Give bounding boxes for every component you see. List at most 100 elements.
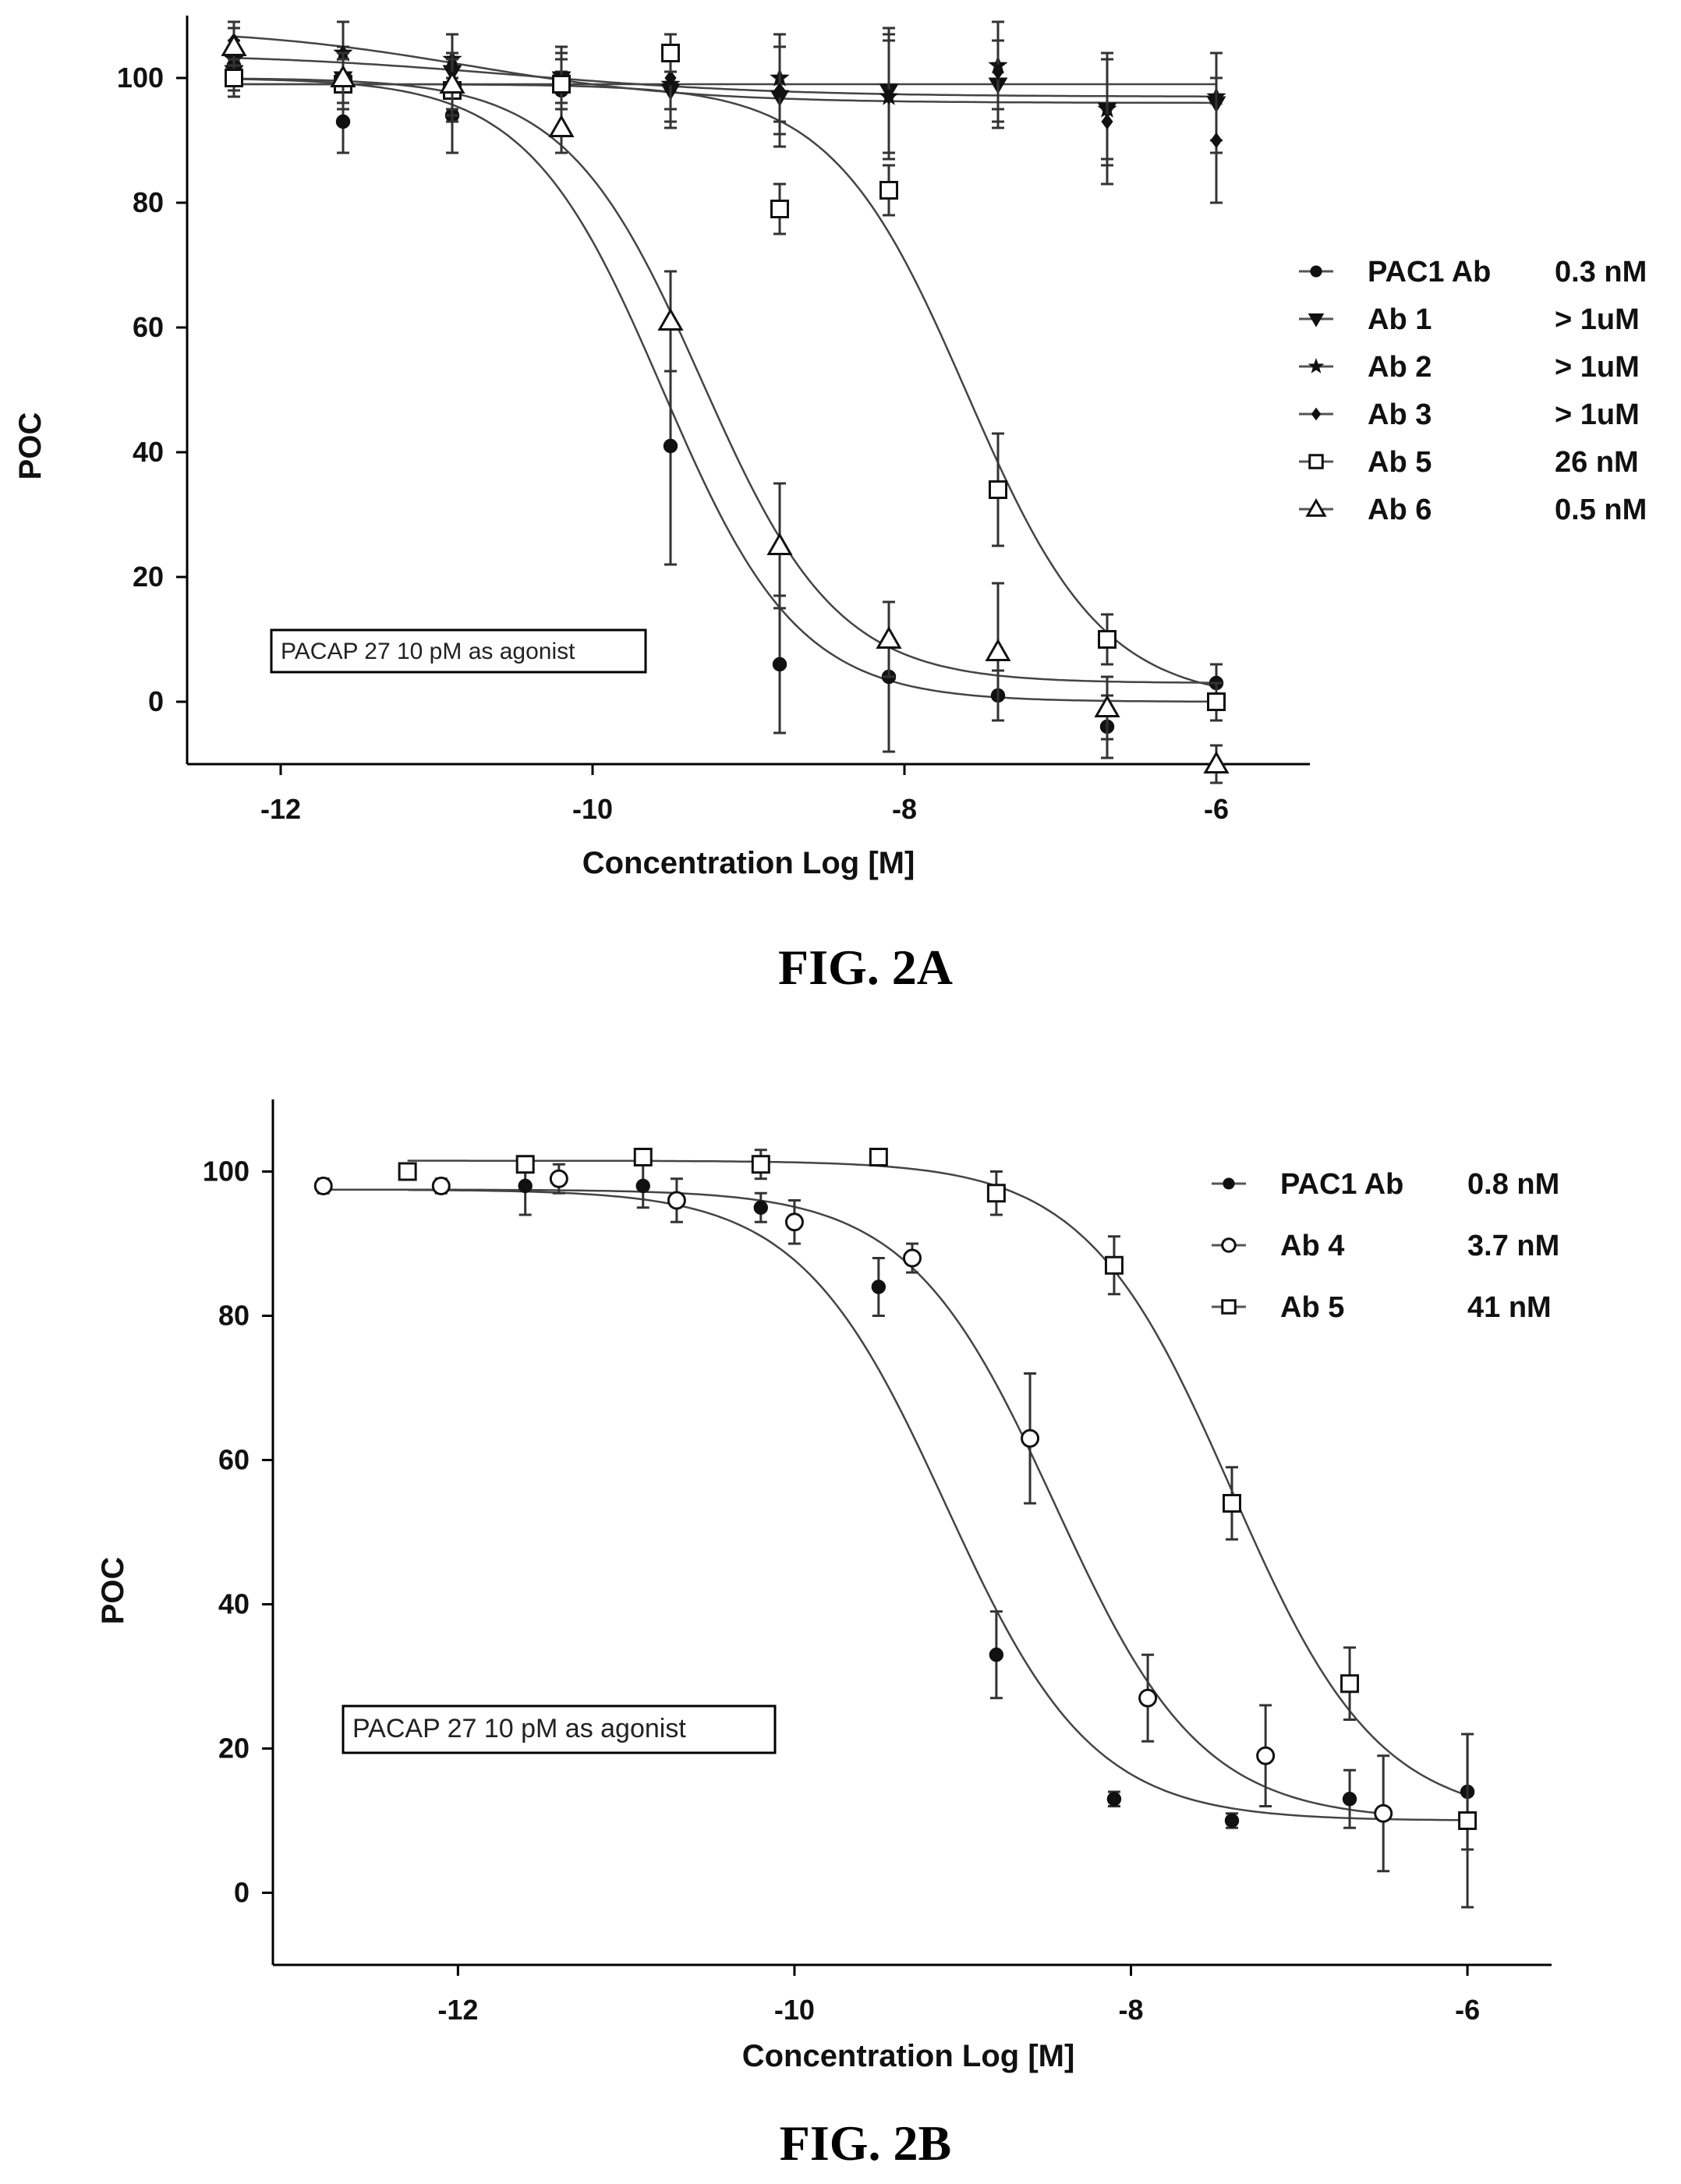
chart-2b-point-ab-5 [751,1155,770,1174]
chart-2a-legend-ic50: > 1uM [1555,303,1640,336]
chart-2b-point-ab-4 [784,1212,804,1232]
chart-2b-y-tick-label: 60 [218,1444,249,1476]
chart-2a-point-ab-5 [770,200,789,218]
chart-2b-legend-entry-ab-4: Ab 4 3.7 nM [1212,1230,1559,1262]
chart-2a-x-tick-label: -6 [1204,793,1229,825]
chart-2b-curve-pac1-ab [407,1188,1468,1821]
chart-2a-legend-name: Ab 1 [1368,303,1432,336]
chart-2b-legend-entry-pac1-ab: PAC1 Ab 0.8 nM [1212,1168,1559,1201]
chart-2a-legend-marker-ab-6 [1305,497,1327,517]
chart-2a-legend-marker-ab-1 [1308,313,1325,327]
chart-2a-legend-name: Ab 2 [1368,351,1432,384]
chart-2a-point-ab-6 [876,625,902,649]
chart-2a-legend-marker-ab-5 [1308,454,1324,469]
chart-2b-y-tick-label: 20 [218,1733,249,1765]
chart-2b-y-tick-label: 0 [234,1877,249,1909]
chart-2b-legend-ic50: 41 nM [1467,1291,1552,1324]
chart-2a-curve-ab-3 [233,35,1216,104]
chart-2b-annotation: PACAP 27 10 pM as agonist [342,1704,777,1754]
chart-2b-point-ab-4 [313,1177,333,1195]
chart-2b-point-ab-5 [633,1148,653,1166]
chart-2b-point-ab-4 [549,1169,568,1188]
chart-2b-point-pac1-ab [989,1648,1004,1662]
chart-2b-annotation-text: PACAP 27 10 pM as agonist [352,1714,686,1743]
chart-2a-point-ab-5 [552,75,571,94]
chart-2a-y-tick-label: 100 [117,62,164,94]
chart-2a-point-pac1-ab [335,114,351,129]
chart-2a-x-tick-label: -12 [260,793,301,825]
chart-2a: 0 20 40 60 80 100 -12 -10 -8 -6 Concentration Log… [13,16,1647,880]
chart-2a-point-ab-6 [657,307,684,331]
chart-2b-y-tick-label: 80 [218,1300,249,1332]
chart-2b-y-tick-label: 100 [203,1156,249,1188]
chart-2b-x-tick-label: -6 [1455,1994,1480,2026]
chart-2a-legend-ic50: > 1uM [1555,351,1640,384]
chart-2a-y-tick-label: 40 [133,436,164,468]
chart-2a-legend-marker-pac1-ab [1310,265,1322,278]
chart-2b-legend-name: Ab 4 [1280,1230,1344,1262]
chart-2b-legend-name: PAC1 Ab [1280,1168,1403,1201]
chart-2a-point-ab-3 [773,82,786,99]
chart-2a-point-ab-3 [664,69,677,87]
chart-2b-legend-marker-ab-4 [1221,1237,1237,1253]
chart-2b-point-pac1-ab [753,1200,768,1215]
chart-2a-point-ab-6 [221,33,247,56]
chart-2a-annotation-text: PACAP 27 10 pM as agonist [281,639,575,664]
chart-2b-y-axis-title: POC [96,1557,130,1625]
chart-2b: 0 20 40 60 80 100 -12 -10 -8 -6 Concentration Log… [96,1099,1559,2073]
chart-2b-curve-ab-4 [323,1188,1384,1815]
chart-2a-legend: PAC1 Ab 0.3 nM Ab 1 > 1uM Ab 2 > 1uM Ab 3 > 1uM… [1299,256,1647,526]
chart-2a-point-ab-6 [985,638,1011,661]
chart-2a-curve-ab-2 [233,57,1216,97]
fig-2b-caption: FIG. 2B [780,2115,951,2171]
chart-2a-legend-entry-pac1-ab: PAC1 Ab 0.3 nM [1299,256,1647,288]
chart-2b-point-ab-5 [986,1184,1006,1203]
chart-2b-curve-ab-5 [407,1159,1468,1796]
chart-2a-point-ab-5 [1098,630,1117,649]
chart-2a-point-ab-5 [661,44,680,62]
chart-2a-point-ab-6 [439,70,465,94]
chart-2a-annotation: PACAP 27 10 pM as agonist [270,628,647,674]
chart-2a-legend-entry-ab-6: Ab 6 0.5 nM [1299,494,1647,526]
chart-2b-point-pac1-ab [518,1178,533,1194]
chart-2a-point-ab-6 [766,532,793,555]
chart-2a-point-ab-6 [1203,750,1230,773]
chart-2b-point-pac1-ab [1106,1792,1122,1807]
chart-2a-legend-entry-ab-3: Ab 3 > 1uM [1299,398,1640,431]
chart-2b-legend-marker-pac1-ab [1223,1177,1235,1190]
chart-2a-legend-name: Ab 3 [1368,398,1432,431]
chart-2a-point-ab-5 [225,69,243,87]
chart-2a-legend-ic50: 0.5 nM [1555,494,1647,526]
chart-2b-x-tick-label: -12 [437,1994,478,2026]
chart-2b-y-tick-label: 40 [218,1588,249,1620]
chart-2b-point-ab-4 [1374,1803,1393,1823]
chart-2b-legend-marker-ab-5 [1221,1299,1237,1315]
chart-2a-point-ab-3 [992,63,1004,80]
chart-2b-legend: PAC1 Ab 0.8 nM Ab 4 3.7 nM Ab 5 41 nM [1212,1168,1559,1324]
chart-2a-point-ab-5 [1207,692,1226,711]
chart-2a-y-tick-label: 80 [133,186,164,218]
chart-2b-x-tick-label: -8 [1119,1994,1144,2026]
chart-2a-y-tick-label: 20 [133,561,164,593]
chart-2a-legend-ic50: 26 nM [1555,446,1639,479]
chart-2a-point-pac1-ab [663,438,678,454]
chart-2b-point-ab-5 [1104,1255,1124,1275]
chart-2b-x-axis-title: Concentration Log [M] [742,2039,1075,2073]
chart-2a-legend-entry-ab-2: Ab 2 > 1uM [1299,351,1640,384]
chart-2b-legend-entry-ab-5: Ab 5 41 nM [1212,1291,1552,1324]
chart-2a-curve-ab-5 [234,83,1217,688]
chart-2b-point-ab-4 [1256,1746,1276,1765]
chart-2a-point-ab-5 [989,480,1007,499]
chart-2b-x-tick-label: -10 [774,1994,815,2026]
chart-2b-point-pac1-ab [635,1178,650,1194]
chart-2a-legend-ic50: > 1uM [1555,398,1640,431]
chart-2a-y-tick-label: 60 [133,311,164,343]
chart-2a-curve-pac1-ab [233,78,1216,703]
chart-2a-point-ab-3 [1210,132,1223,149]
chart-2b-point-ab-4 [431,1177,451,1195]
chart-2b-point-pac1-ab [1224,1813,1240,1828]
chart-2b-point-ab-4 [1138,1688,1158,1708]
chart-2b-point-ab-5 [1458,1811,1478,1830]
chart-2a-legend-marker-ab-3 [1311,407,1322,421]
